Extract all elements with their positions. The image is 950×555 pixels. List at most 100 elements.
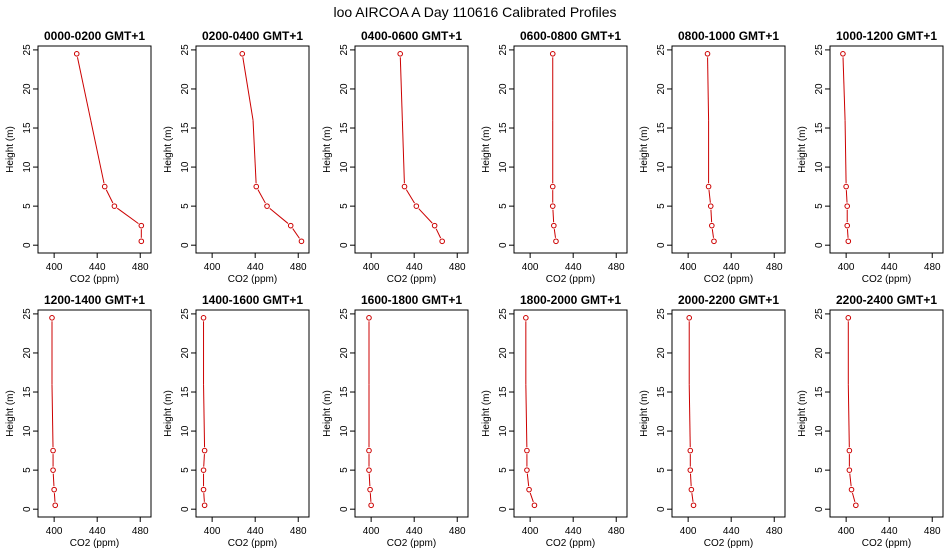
- y-tick-label: 20: [498, 347, 509, 359]
- data-point: [401, 183, 408, 190]
- y-axis-label: Height (m): [163, 126, 174, 173]
- panel-1600-1800: 1600-1800 GMT+1 0 5 10 15 20 25 400 440 480 CO2 (p…: [322, 293, 469, 549]
- y-axis-label: Height (m): [322, 126, 333, 173]
- y-axis-label: Height (m): [797, 126, 808, 173]
- data-point: [845, 315, 852, 321]
- x-tick-label: 480: [449, 262, 466, 273]
- data-point: [687, 467, 694, 473]
- profile-segment: [399, 57, 403, 121]
- data-point: [239, 51, 246, 57]
- y-tick-label: 5: [656, 203, 667, 209]
- data-point: [50, 447, 56, 454]
- y-axis-label: Height (m): [639, 126, 650, 173]
- y-tick-label: 25: [498, 308, 509, 320]
- x-tick-label: 480: [608, 262, 625, 273]
- x-axis-label: CO2 (ppm): [704, 274, 753, 285]
- data-point: [49, 315, 55, 321]
- y-tick-label: 0: [22, 242, 33, 248]
- y-tick-label: 25: [656, 44, 667, 56]
- y-tick-label: 5: [656, 467, 667, 473]
- data-point: [553, 238, 559, 245]
- data-point: [524, 447, 530, 454]
- y-tick-label: 15: [814, 386, 825, 398]
- panel-title: 0200-0400 GMT+1: [202, 29, 303, 43]
- y-tick-label: 20: [498, 83, 509, 95]
- x-axis-label: CO2 (ppm): [387, 538, 436, 549]
- panel-0400-0600: 0400-0600 GMT+1 0 5 10 15 20 25 400 440 480 CO2 (p…: [322, 29, 469, 285]
- plot-frame: [671, 309, 786, 518]
- x-tick-label: 440: [565, 526, 582, 537]
- data-point: [52, 502, 59, 509]
- x-tick-label: 480: [924, 262, 941, 273]
- profile-segment: [844, 120, 847, 184]
- y-tick-label: 10: [656, 161, 667, 173]
- data-point: [844, 222, 851, 229]
- y-tick-label: 15: [498, 122, 509, 134]
- x-tick-label: 400: [680, 262, 697, 273]
- panel-title: 2200-2400 GMT+1: [836, 293, 937, 307]
- y-tick-label: 5: [339, 203, 350, 209]
- data-point: [690, 502, 697, 509]
- x-tick-label: 480: [290, 526, 307, 537]
- x-tick-label: 400: [363, 526, 380, 537]
- y-tick-label: 0: [814, 506, 825, 512]
- panel-0000-0200: 0000-0200 GMT+1 0 5 10 15 20 25 400 440 480 CO2 (p…: [5, 29, 152, 285]
- y-tick-label: 15: [498, 386, 509, 398]
- y-tick-label: 20: [814, 83, 825, 95]
- y-tick-label: 0: [814, 242, 825, 248]
- data-point: [848, 486, 855, 493]
- panel-2200-2400: 2200-2400 GMT+1 0 5 10 15 20 25 400 440 480 CO2 (p…: [797, 293, 944, 549]
- y-tick-label: 20: [339, 83, 350, 95]
- y-tick-label: 10: [339, 425, 350, 437]
- data-point: [840, 51, 846, 57]
- profile-segment: [845, 190, 848, 203]
- y-tick-label: 10: [656, 425, 667, 437]
- y-tick-label: 20: [180, 83, 191, 95]
- x-axis-label: CO2 (ppm): [862, 538, 911, 549]
- panel-title: 1600-1800 GMT+1: [361, 293, 462, 307]
- y-tick-label: 15: [180, 386, 191, 398]
- x-tick-label: 440: [89, 262, 106, 273]
- data-point: [397, 51, 404, 57]
- y-tick-label: 25: [339, 44, 350, 56]
- x-tick-label: 440: [406, 262, 423, 273]
- data-point: [200, 467, 207, 473]
- profile-segment: [90, 120, 105, 184]
- profile-segment: [525, 384, 528, 448]
- data-point: [526, 486, 532, 493]
- panel-1000-1200: 1000-1200 GMT+1 0 5 10 15 20 25 400 440 480 CO2 (p…: [797, 29, 944, 285]
- profile-segment: [849, 473, 852, 487]
- profile-segment: [708, 190, 711, 203]
- data-point: [366, 447, 372, 454]
- profile-segment: [76, 57, 92, 121]
- profile-segment: [691, 493, 694, 502]
- x-tick-label: 480: [132, 526, 149, 537]
- y-tick-label: 0: [656, 506, 667, 512]
- y-tick-label: 0: [656, 242, 667, 248]
- x-axis-label: CO2 (ppm): [546, 274, 595, 285]
- profile-segment: [846, 229, 849, 238]
- y-tick-label: 10: [814, 161, 825, 173]
- y-axis-label: Height (m): [5, 390, 16, 437]
- data-point: [138, 238, 145, 245]
- x-tick-label: 400: [363, 262, 380, 273]
- panel-title: 1200-1400 GMT+1: [44, 293, 145, 307]
- y-axis-label: Height (m): [481, 126, 492, 173]
- profile-segment: [51, 384, 54, 448]
- x-tick-label: 400: [204, 262, 221, 273]
- data-point: [853, 502, 859, 509]
- y-tick-label: 0: [498, 506, 509, 512]
- x-tick-label: 480: [132, 262, 149, 273]
- y-tick-label: 5: [498, 203, 509, 209]
- profile-segment: [105, 189, 114, 204]
- data-point: [366, 315, 372, 321]
- y-tick-label: 15: [339, 386, 350, 398]
- profile-segment: [252, 120, 257, 184]
- plot-frame: [513, 309, 628, 518]
- data-point: [138, 222, 145, 229]
- profile-segment: [369, 493, 372, 502]
- y-tick-label: 10: [22, 161, 33, 173]
- profile-segment: [203, 454, 205, 467]
- profile-segment: [405, 189, 415, 204]
- data-point: [523, 315, 529, 321]
